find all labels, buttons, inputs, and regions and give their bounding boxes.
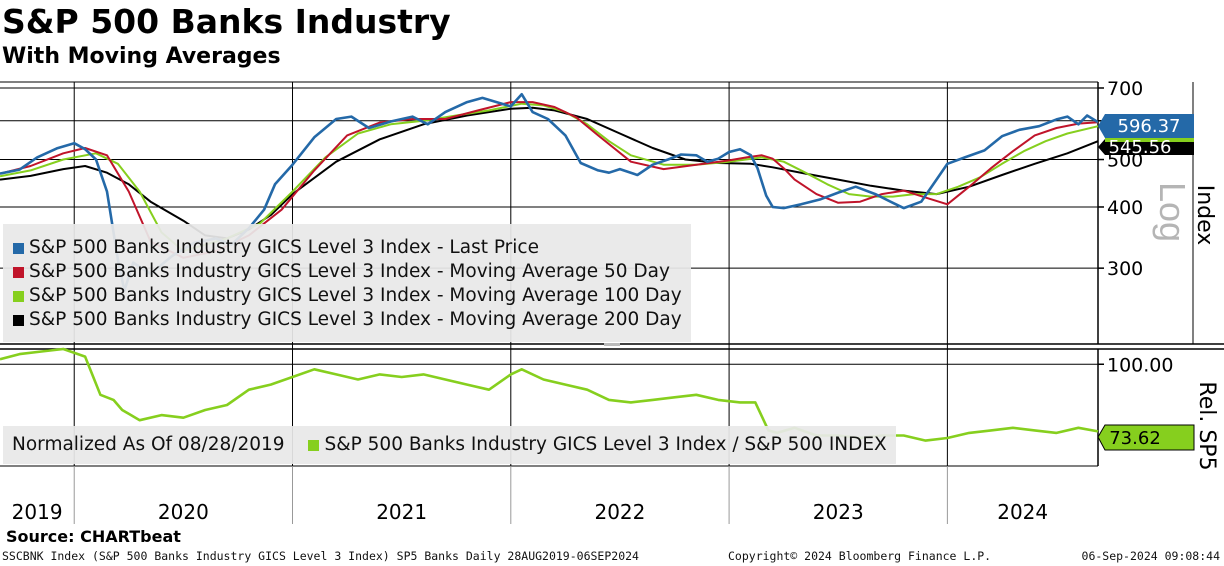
chart-title: S&P 500 Banks Industry bbox=[2, 2, 451, 41]
footer-ticker-info: SSCBNK Index (S&P 500 Banks Industry GIC… bbox=[2, 549, 639, 563]
ytick-label-500: 500 bbox=[1107, 150, 1143, 172]
legend-swatch-last bbox=[13, 243, 24, 254]
rel-value: 73.62 bbox=[1109, 428, 1161, 449]
legend-swatch-ma200 bbox=[13, 315, 24, 326]
ma-value: 545.56 bbox=[1109, 137, 1172, 158]
series-ma200 bbox=[0, 106, 1099, 240]
last-price-value: 596.37 bbox=[1118, 116, 1181, 137]
legend-item-ma200: S&P 500 Banks Industry GICS Level 3 Inde… bbox=[3, 308, 691, 332]
legend-item-ma100: S&P 500 Banks Industry GICS Level 3 Inde… bbox=[3, 284, 691, 308]
xtick-label-2021: 2021 bbox=[376, 500, 427, 524]
ytick-label-rel: 100.00 bbox=[1107, 354, 1173, 376]
ytick-label-300: 300 bbox=[1107, 258, 1143, 280]
xtick-label-2023: 2023 bbox=[813, 500, 864, 524]
axis-label-log: Log bbox=[1152, 182, 1193, 242]
xtick-label-2022: 2022 bbox=[594, 500, 645, 524]
ma-value-tag: 545.56 bbox=[1098, 137, 1194, 158]
chart-subtitle: With Moving Averages bbox=[2, 44, 281, 69]
legend-relative: Normalized As Of 08/28/2019 S&P 500 Bank… bbox=[3, 426, 896, 464]
legend-item-ma50: S&P 500 Banks Industry GICS Level 3 Inde… bbox=[3, 260, 691, 284]
legend-swatch-rel bbox=[308, 440, 320, 451]
legend-normalized-label: Normalized As Of 08/28/2019 bbox=[12, 434, 285, 455]
rel-value-tag: 73.62 bbox=[1097, 424, 1195, 451]
series-relative bbox=[0, 347, 1099, 442]
xtick-label-2019: 2019 bbox=[12, 500, 63, 524]
legend-swatch-ma50 bbox=[13, 267, 24, 278]
axis-label-index: Index bbox=[1192, 185, 1217, 246]
legend-label-last: S&P 500 Banks Industry GICS Level 3 Inde… bbox=[29, 237, 539, 258]
xtick-label-2024: 2024 bbox=[997, 500, 1048, 524]
legend-item-last: S&P 500 Banks Industry GICS Level 3 Inde… bbox=[3, 236, 691, 260]
legend-label-ma200: S&P 500 Banks Industry GICS Level 3 Inde… bbox=[29, 309, 682, 330]
ytick-label-700: 700 bbox=[1107, 78, 1143, 100]
footer-copyright: Copyright© 2024 Bloomberg Finance L.P. bbox=[728, 549, 992, 563]
legend-label-ma50: S&P 500 Banks Industry GICS Level 3 Inde… bbox=[29, 261, 670, 282]
legend-label-rel: S&P 500 Banks Industry GICS Level 3 Inde… bbox=[324, 434, 887, 455]
legend-swatch-ma100 bbox=[13, 291, 24, 302]
last-price-tag: 596.37 bbox=[1098, 114, 1194, 138]
axis-label-rel: Rel. SP5 bbox=[1194, 381, 1219, 470]
xtick-label-2020: 2020 bbox=[158, 500, 209, 524]
footer-timestamp: 06-Sep-2024 09:08:44 bbox=[1081, 549, 1220, 563]
legend-label-ma100: S&P 500 Banks Industry GICS Level 3 Inde… bbox=[29, 285, 682, 306]
source-label: Source: CHARTbeat bbox=[6, 527, 181, 546]
legend-main: S&P 500 Banks Industry GICS Level 3 Inde… bbox=[3, 224, 691, 342]
ytick-label-400: 400 bbox=[1107, 197, 1143, 219]
